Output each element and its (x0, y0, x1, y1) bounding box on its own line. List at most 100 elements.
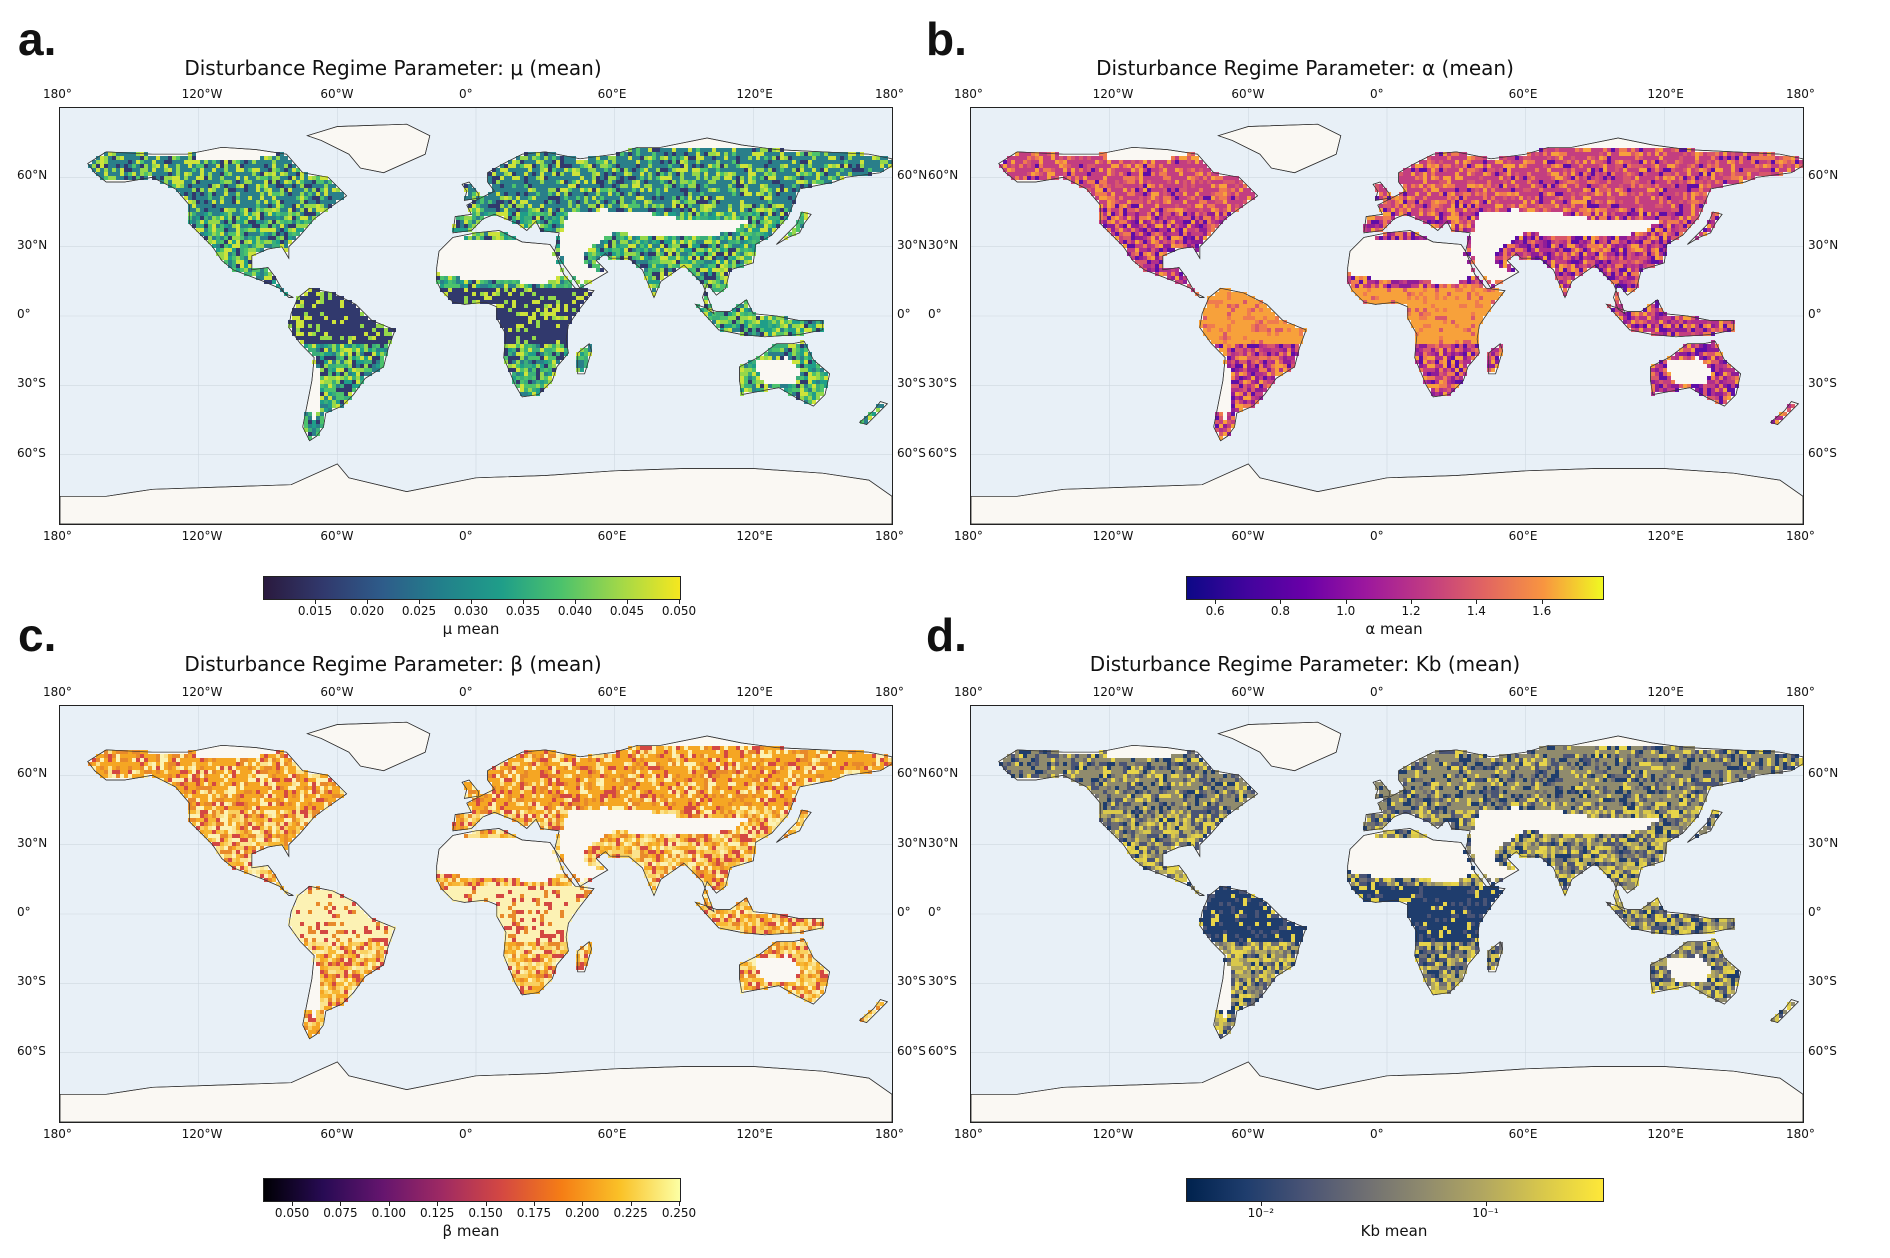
colorbar-tickmark (679, 1201, 680, 1206)
longitude-label-top: 180° (875, 87, 904, 101)
colorbar-tickmark (419, 599, 420, 604)
coastline-europe-asia (452, 137, 892, 315)
coastline-north-america (87, 146, 348, 298)
coastline-africa (436, 230, 595, 398)
latitude-label-left: 60°S (928, 1043, 957, 1058)
longitude-label-bottom: 180° (1786, 1127, 1815, 1141)
coastline-south-america (1199, 287, 1307, 442)
coastline-greenland (306, 721, 431, 772)
longitude-label-top: 0° (459, 87, 473, 101)
latitude-label-left: 0° (928, 307, 942, 321)
colorbar-tick-label: 0.200 (565, 1206, 600, 1220)
longitude-label-top: 180° (43, 87, 72, 101)
longitude-label-bottom: 60°E (1508, 529, 1538, 543)
coastline-africa (1347, 828, 1506, 996)
longitude-label-bottom: 120°E (736, 1127, 773, 1141)
coastline-uk (461, 181, 479, 201)
coastline-japan (1687, 809, 1723, 843)
panel-title: Disturbance Regime Parameter: α (mean) (1096, 56, 1514, 80)
latitude-label-right: 30°N (1808, 237, 1839, 252)
latitude-label-left: 60°S (17, 445, 46, 460)
colorbar-tickmark (292, 1201, 294, 1206)
data-raster (999, 746, 1803, 1038)
panel-title: Disturbance Regime Parameter: Kb (mean) (1089, 652, 1521, 676)
longitude-label-bottom: 60°W (1231, 529, 1265, 543)
colorbar (263, 576, 681, 600)
colorbar-tickmark (367, 599, 368, 604)
latitude-label-right: 0° (897, 307, 911, 321)
longitude-label-bottom: 180° (875, 1127, 904, 1141)
longitude-label-top: 180° (875, 685, 904, 699)
colorbar-tick-label: 0.100 (371, 1206, 407, 1220)
longitude-label-bottom: 120°W (181, 529, 223, 543)
longitude-label-top: 60°E (597, 87, 627, 101)
data-raster (88, 148, 892, 440)
colorbar-tick-label: 0.225 (613, 1206, 648, 1220)
longitude-label-bottom: 60°W (320, 529, 354, 543)
colorbar-tickmark (1476, 599, 1478, 604)
longitude-label-top: 180° (43, 685, 72, 699)
panel-title: Disturbance Regime Parameter: μ (mean) (184, 56, 602, 80)
longitude-label-bottom: 120°E (1647, 1127, 1684, 1141)
colorbar-tick-label: 0.035 (505, 604, 541, 618)
longitude-label-top: 120°W (1092, 87, 1134, 101)
coastline-antarctica (971, 463, 1803, 524)
colorbar-label: β mean (442, 1222, 500, 1240)
longitude-label-top: 120°E (1647, 87, 1684, 101)
latitude-label-left: 30°N (928, 835, 959, 850)
colorbar-tick-label: 1.0 (1336, 604, 1356, 618)
coastline-north-america (998, 744, 1259, 896)
longitude-label-bottom: 180° (954, 1127, 983, 1141)
colorbar (263, 1178, 681, 1202)
coastline-madagascar (577, 343, 592, 375)
colorbar-tickmark (1215, 599, 1217, 604)
latitude-label-left: 30°N (17, 835, 48, 850)
coastline-new-zealand (1769, 999, 1800, 1023)
colorbar-tickmark (485, 1201, 487, 1206)
longitude-label-top: 120°W (1092, 685, 1134, 699)
latitude-label-left: 60°N (17, 766, 48, 781)
latitude-label-left: 30°N (17, 237, 48, 252)
longitude-label-top: 120°E (1647, 685, 1684, 699)
longitude-label-bottom: 60°W (1231, 1127, 1265, 1141)
longitude-label-bottom: 60°E (1508, 1127, 1538, 1141)
latitude-label-left: 60°S (17, 1043, 46, 1058)
colorbar-label: Kb mean (1360, 1222, 1428, 1240)
coastline-north-america (87, 744, 348, 896)
colorbar-tickmark (1411, 599, 1413, 604)
latitude-label-right: 0° (1808, 307, 1822, 321)
coastline-australia (739, 341, 830, 407)
coastline-madagascar (577, 941, 592, 973)
longitude-label-top: 0° (459, 685, 473, 699)
colorbar-label: μ mean (442, 620, 500, 638)
colorbar-tick-label: 0.250 (661, 1206, 697, 1220)
coastline-japan (1687, 211, 1723, 245)
world-map (59, 107, 893, 525)
longitude-label-bottom: 60°E (597, 529, 627, 543)
coastline-madagascar (1488, 941, 1503, 973)
colorbar-tick-label: 0.020 (349, 604, 385, 618)
colorbar-tick-label: 1.4 (1466, 604, 1486, 618)
colorbar-tick-label: 1.2 (1401, 604, 1421, 618)
latitude-label-left: 60°S (928, 445, 957, 460)
colorbar-tickmark (437, 1201, 439, 1206)
latitude-label-left: 30°N (928, 237, 959, 252)
latitude-label-right: 0° (897, 905, 911, 919)
coastline-australia (1650, 341, 1741, 407)
colorbar-tick-label: 0.6 (1205, 604, 1225, 618)
longitude-label-top: 180° (1786, 685, 1815, 699)
longitude-label-top: 0° (1370, 87, 1384, 101)
colorbar-tick-label: 0.8 (1270, 604, 1290, 618)
colorbar-tick-label: 0.045 (609, 604, 645, 618)
longitude-label-top: 0° (1370, 685, 1384, 699)
longitude-label-top: 120°E (736, 685, 773, 699)
latitude-label-left: 30°S (928, 974, 957, 989)
map-svg (971, 108, 1803, 524)
panel-title: Disturbance Regime Parameter: β (mean) (184, 652, 602, 676)
latitude-label-right: 30°S (1808, 376, 1837, 391)
coastline-north-america (998, 146, 1259, 298)
colorbar-tick-label: 0.125 (420, 1206, 455, 1220)
colorbar-tickmark (630, 1201, 632, 1206)
coastline-uk (1372, 779, 1390, 799)
coastline-europe-asia (452, 735, 892, 913)
